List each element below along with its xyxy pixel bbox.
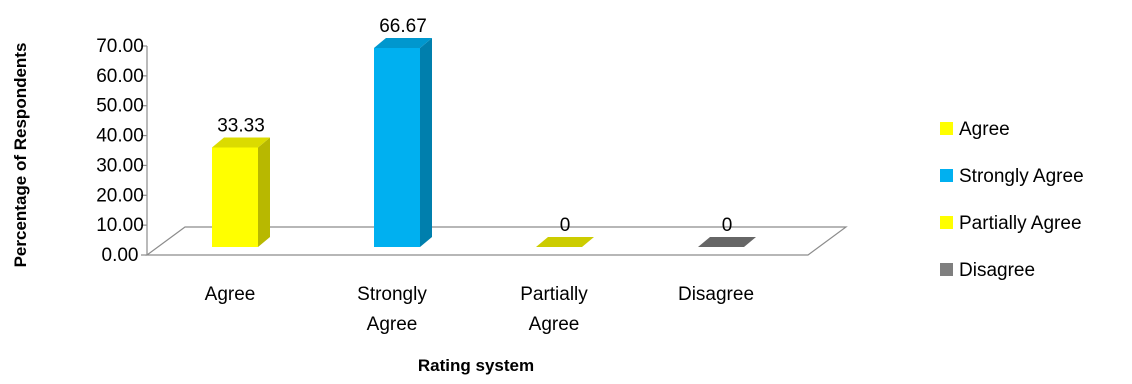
y-tick-label: 30.00 <box>96 155 144 176</box>
y-tick-label: 20.00 <box>96 185 144 206</box>
bars <box>212 37 756 247</box>
bar-front <box>212 147 258 247</box>
y-tick-label: 10.00 <box>96 215 144 236</box>
data-labels: 33.33 66.67 0 0 <box>217 16 732 236</box>
legend-label: Agree <box>959 119 1010 140</box>
x-axis-categories: Agree Strongly Agree Partially Agree Disagree <box>205 284 754 335</box>
bar-top <box>536 237 594 247</box>
data-label: 33.33 <box>217 115 265 136</box>
x-axis-title: Rating system <box>418 356 534 375</box>
y-tick-label: 60.00 <box>96 66 144 87</box>
bar <box>698 237 756 247</box>
data-label: 66.67 <box>379 16 427 37</box>
bar-front <box>374 47 420 247</box>
x-category-label: Partially Agree <box>520 284 588 335</box>
data-label: 0 <box>722 215 733 236</box>
y-axis: 0.00 10.00 20.00 30.00 40.00 50.00 60.00 70.00 <box>96 36 148 266</box>
legend-swatch <box>940 263 953 276</box>
bar <box>374 37 432 247</box>
legend-item: Partially Agree <box>940 213 1082 234</box>
legend: Agree Strongly Agree Partially Agree Disagr… <box>940 119 1084 281</box>
bar-top <box>212 137 270 148</box>
bar-side <box>420 37 432 247</box>
legend-label: Disagree <box>959 260 1035 281</box>
y-tick-label: 0.00 <box>102 245 139 266</box>
y-tick-label: 40.00 <box>96 126 144 147</box>
chart-floor <box>145 226 848 256</box>
bar-top <box>698 237 756 247</box>
x-category-label: Strongly Agree <box>357 284 427 335</box>
floor-plane <box>145 226 848 256</box>
legend-swatch <box>940 216 953 229</box>
legend-label: Strongly Agree <box>959 166 1084 187</box>
legend-label: Partially Agree <box>959 213 1082 234</box>
legend-item: Strongly Agree <box>940 166 1084 187</box>
data-label: 0 <box>560 215 571 236</box>
x-category-label: Agree <box>205 284 256 305</box>
legend-swatch <box>940 122 953 135</box>
bar-top <box>374 37 432 48</box>
y-axis-title: Percentage of Respondents <box>11 43 30 268</box>
legend-swatch <box>940 169 953 182</box>
bar <box>212 137 270 247</box>
x-category-label: Disagree <box>678 284 754 305</box>
y-tick-label: 70.00 <box>96 36 144 57</box>
legend-item: Disagree <box>940 260 1035 281</box>
bar-side <box>258 137 270 247</box>
legend-item: Agree <box>940 119 1010 140</box>
bar <box>536 237 594 247</box>
y-tick-label: 50.00 <box>96 96 144 117</box>
